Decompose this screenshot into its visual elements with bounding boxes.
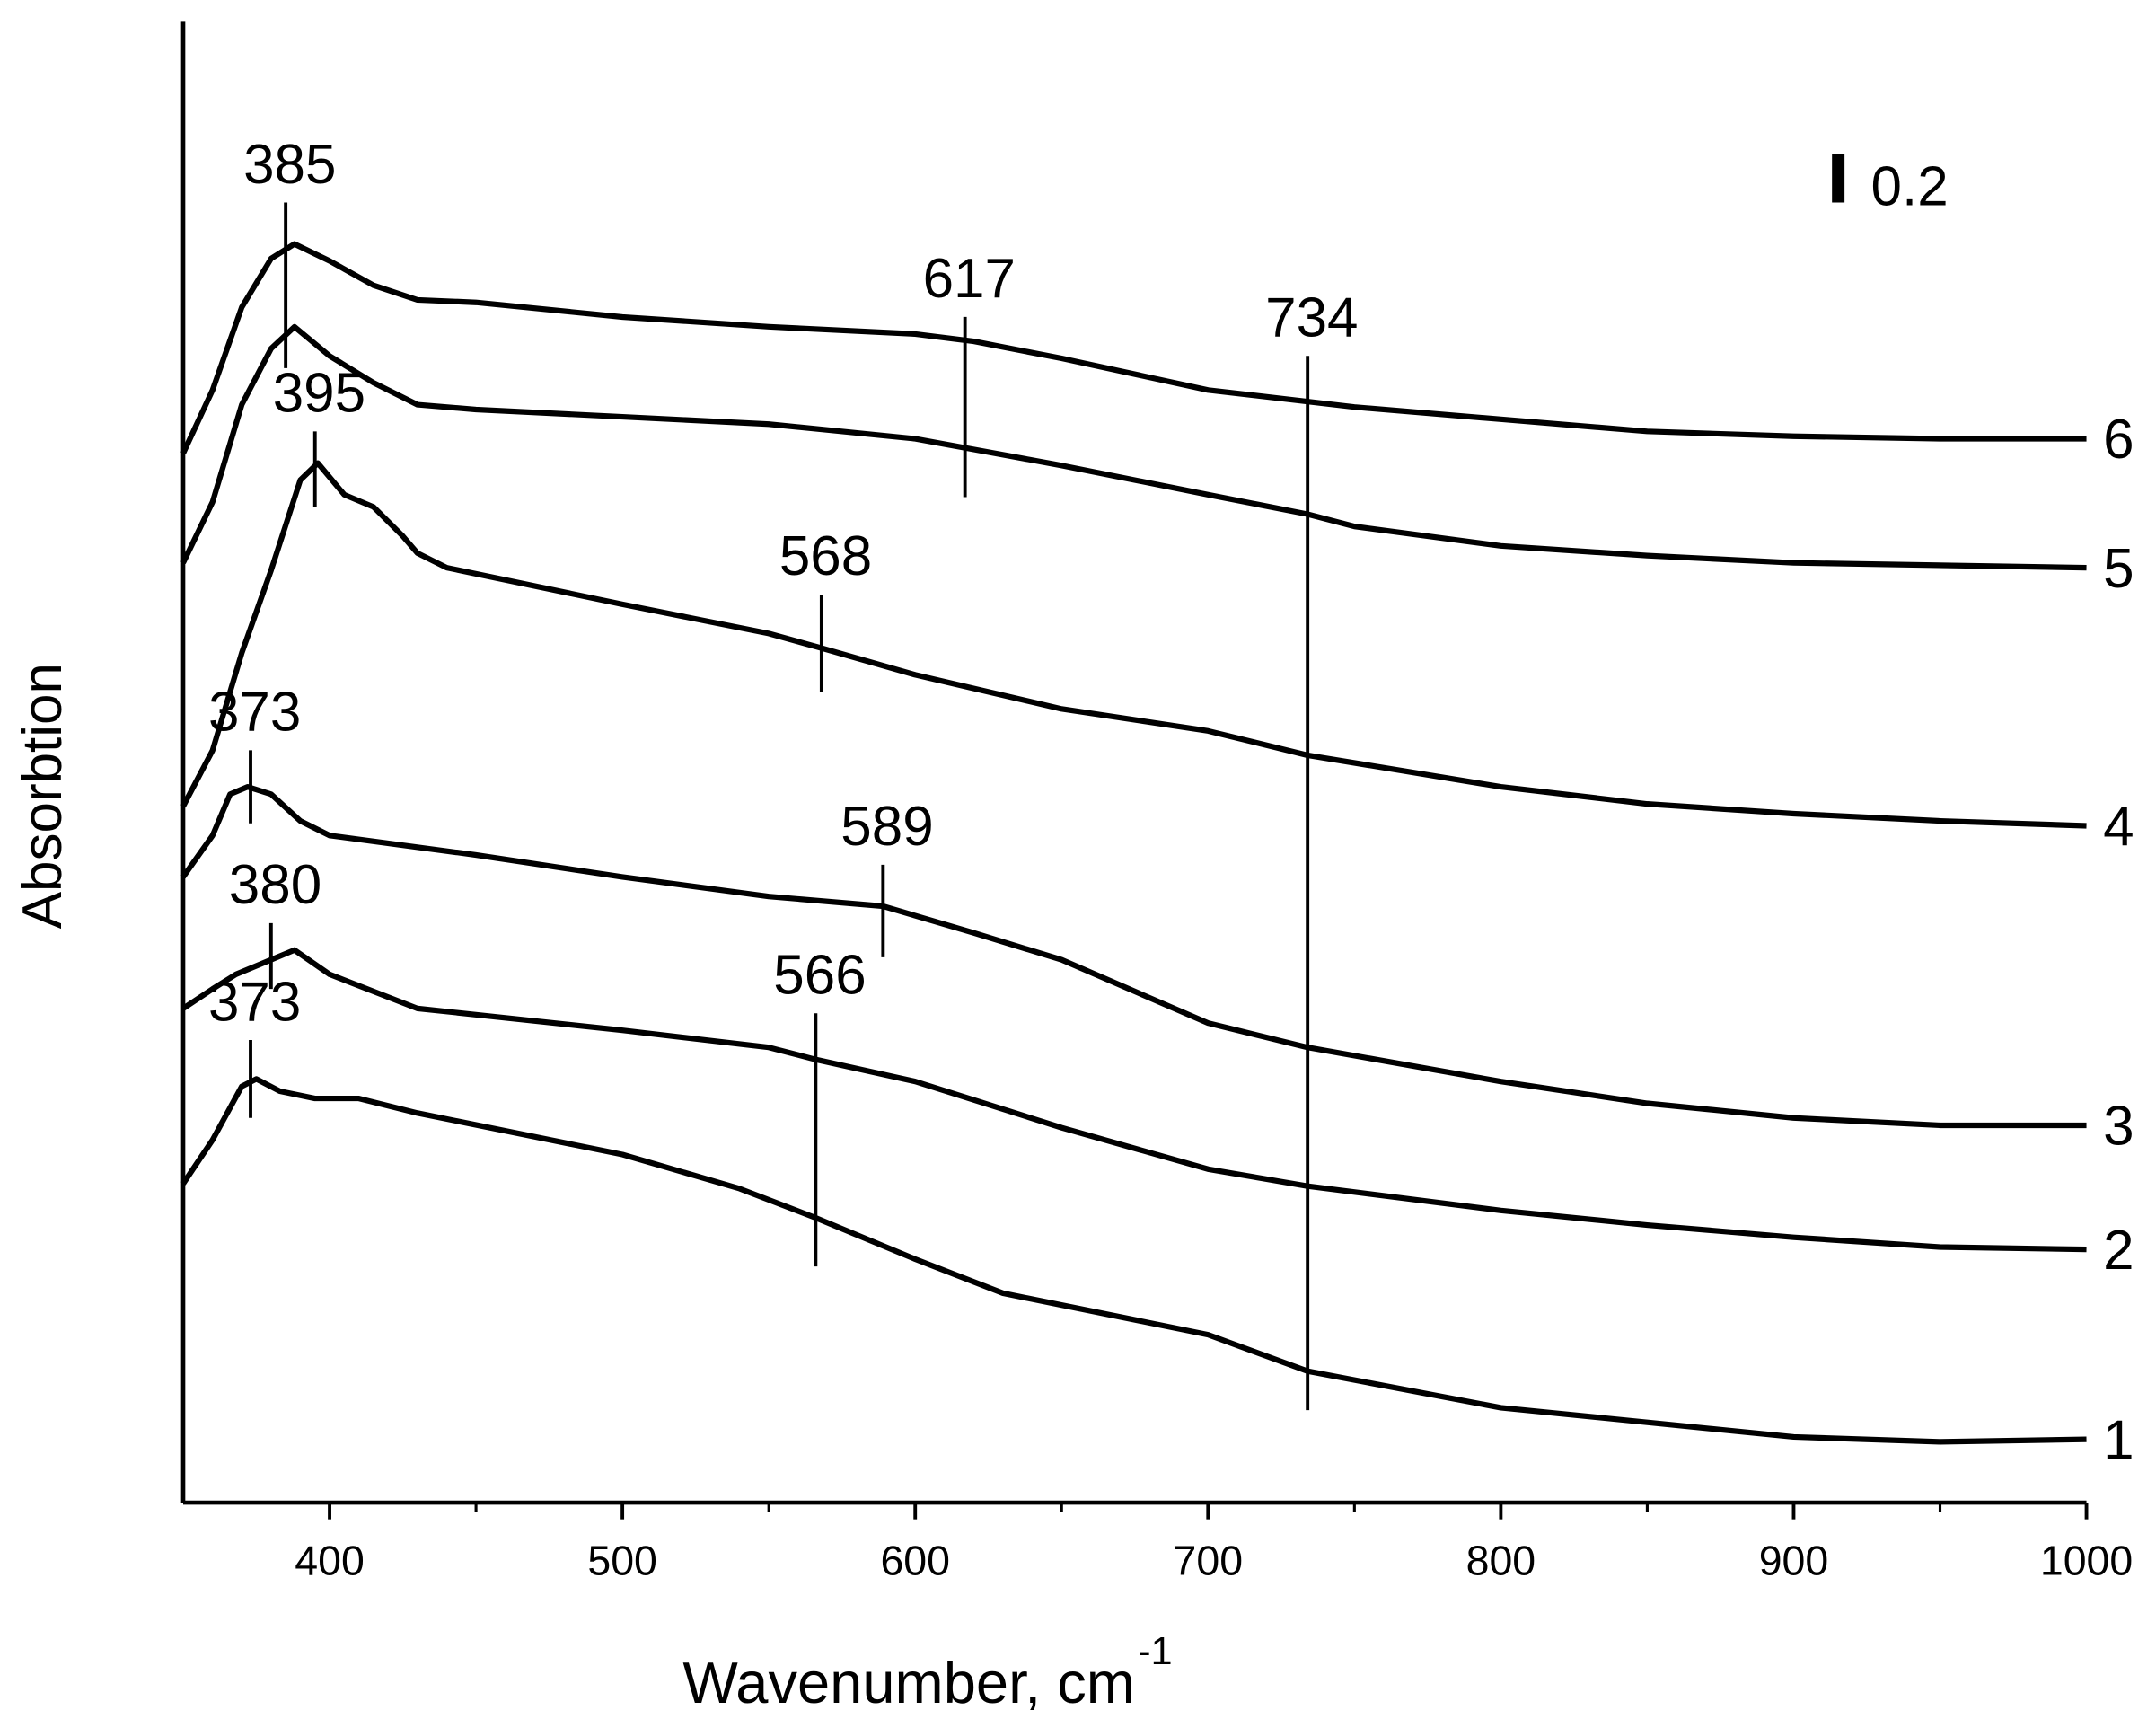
series-label: 5 — [2103, 538, 2134, 600]
x-axis-label: Wavenumber, cm — [682, 1650, 1135, 1710]
peak-label: 385 — [243, 134, 336, 196]
series-label: 6 — [2103, 409, 2134, 471]
peak-label: 566 — [773, 945, 866, 1007]
spectrum-line — [180, 1076, 2087, 1445]
peak-label: 734 — [1265, 287, 1358, 349]
x-tick-label: 1000 — [2040, 1538, 2133, 1584]
series-label: 2 — [2103, 1220, 2134, 1282]
peak-label: 373 — [208, 682, 301, 744]
scale-bar-label: 0.2 — [1871, 156, 1949, 218]
series-label: 1 — [2103, 1409, 2134, 1471]
x-tick-label: 400 — [295, 1538, 365, 1584]
spectrum-line — [181, 947, 2087, 1253]
spectrum-line — [180, 783, 2087, 1129]
series-label: 3 — [2103, 1096, 2134, 1158]
peak-label: 589 — [840, 796, 933, 858]
x-tick-label: 500 — [587, 1538, 657, 1584]
x-tick-label: 700 — [1174, 1538, 1244, 1584]
spectrum-line — [180, 323, 2087, 571]
peak-label: 395 — [273, 363, 365, 425]
x-tick-label: 900 — [1759, 1538, 1829, 1584]
x-tick-label: 800 — [1466, 1538, 1536, 1584]
peak-label: 373 — [208, 971, 301, 1033]
peak-label: 380 — [229, 854, 321, 916]
y-axis-label: Absorbtion — [12, 663, 74, 929]
spectrum-line — [180, 241, 2087, 455]
scale-bar — [1832, 154, 1845, 203]
series-label: 4 — [2103, 796, 2134, 858]
x-tick-label: 600 — [880, 1538, 950, 1584]
peak-label: 617 — [923, 248, 1016, 310]
x-axis-label-superscript: -1 — [1138, 1630, 1173, 1673]
spectrum-line — [180, 460, 2087, 829]
peak-label: 568 — [779, 525, 872, 587]
